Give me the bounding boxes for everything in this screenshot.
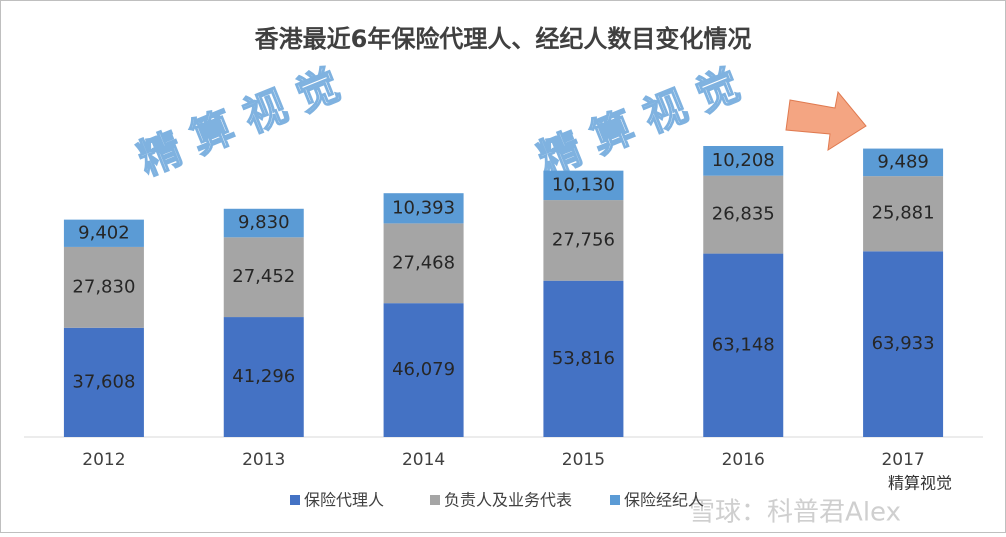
- value-label: 63,148: [712, 334, 775, 355]
- footer-account: 精算视觉: [888, 474, 952, 493]
- bar-segment: [223, 237, 304, 318]
- bar-segment: [703, 253, 784, 437]
- value-label: 63,933: [872, 333, 935, 354]
- x-tick-label: 2012: [82, 450, 125, 470]
- value-label: 37,608: [72, 371, 135, 392]
- legend-label: 保险经纪人: [624, 491, 704, 510]
- x-tick-label: 2014: [402, 450, 445, 470]
- bar-segment: [223, 317, 304, 437]
- value-label: 9,830: [238, 212, 290, 233]
- legend-swatch: [610, 495, 620, 505]
- bar-segment: [383, 193, 464, 224]
- value-label: 53,816: [552, 348, 615, 369]
- bar-segment: [63, 327, 144, 437]
- bar-segment: [223, 208, 304, 238]
- legend-swatch: [290, 495, 300, 505]
- value-label: 9,489: [877, 151, 929, 172]
- x-tick-label: 2016: [722, 450, 765, 470]
- value-label: 27,756: [552, 229, 615, 250]
- bar-segment: [543, 170, 624, 201]
- value-label: 41,296: [232, 366, 295, 387]
- value-label: 27,830: [72, 276, 135, 297]
- bar-segment: [703, 146, 784, 176]
- footer-watermark: 雪球：科普君Alex: [689, 498, 901, 528]
- value-label: 10,130: [552, 174, 615, 195]
- value-label: 9,402: [78, 222, 130, 243]
- value-label: 25,881: [872, 203, 935, 224]
- bar-segment: [383, 223, 464, 304]
- x-tick-label: 2013: [242, 450, 285, 470]
- bar-segment: [543, 200, 624, 281]
- bar-segment: [863, 176, 944, 252]
- legend-label: 负责人及业务代表: [444, 491, 572, 510]
- arrow-decoration: [785, 90, 867, 151]
- bar-segment: [543, 280, 624, 437]
- legend-swatch: [430, 495, 440, 505]
- bar-segment: [703, 175, 784, 254]
- bar-segment: [63, 246, 144, 328]
- value-label: 46,079: [392, 359, 455, 380]
- legend-label: 保险代理人: [304, 491, 384, 510]
- value-label: 27,468: [392, 252, 455, 273]
- value-label: 26,835: [712, 204, 775, 225]
- bar-segment: [383, 303, 464, 437]
- bar-segment: [863, 251, 944, 437]
- value-label: 10,393: [392, 197, 455, 218]
- bar-segment: [863, 148, 944, 177]
- value-label: 27,452: [232, 266, 295, 287]
- value-label: 10,208: [712, 150, 775, 171]
- chart-title: 香港最近6年保险代理人、经纪人数目变化情况: [255, 25, 752, 53]
- bar-segment: [63, 219, 144, 247]
- x-tick-label: 2015: [562, 450, 605, 470]
- x-tick-label: 2017: [881, 450, 924, 470]
